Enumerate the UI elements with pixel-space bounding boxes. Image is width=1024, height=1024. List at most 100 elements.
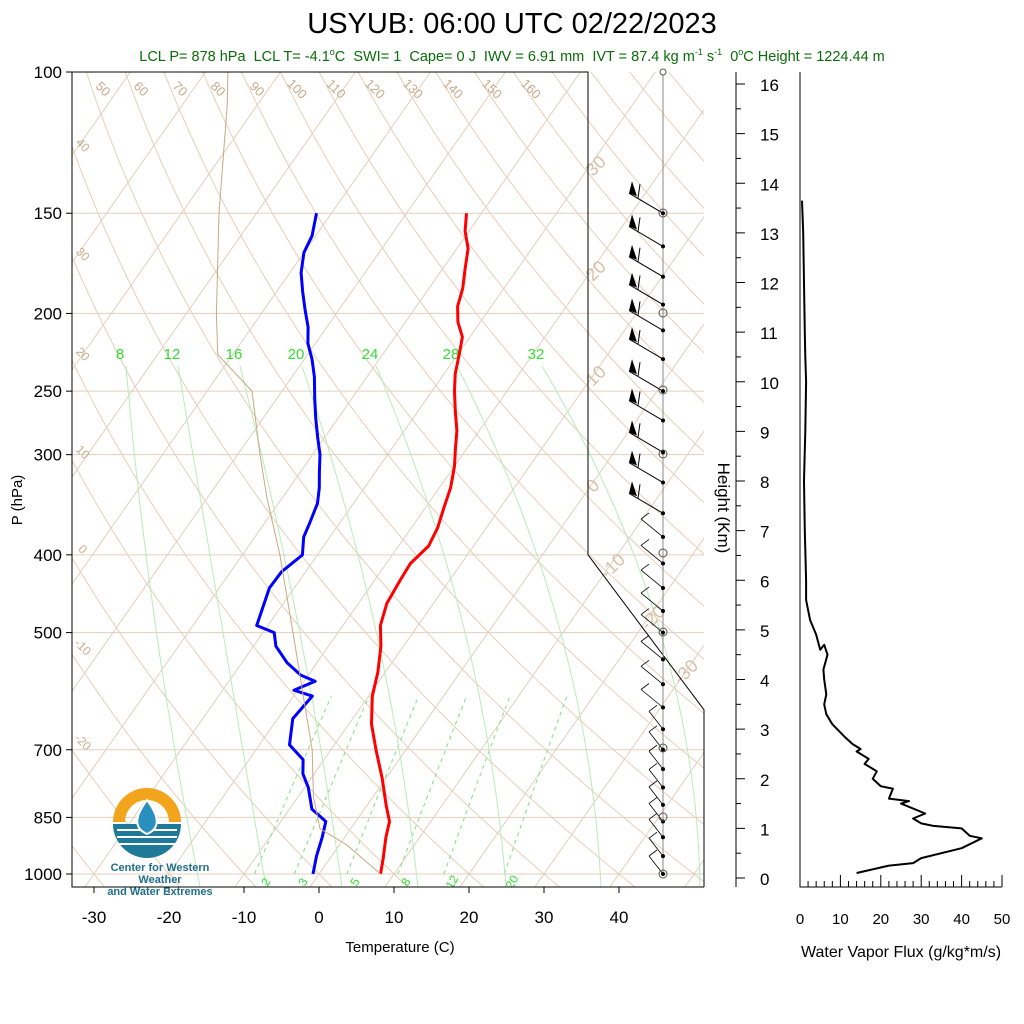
lcl-temperature-unit: C: [334, 48, 346, 65]
wind-barb-feather: [637, 453, 641, 468]
dry-adiabat-line: [124, 72, 704, 826]
wind-level-circle: [658, 548, 668, 558]
wind-dot: [661, 211, 665, 216]
dry-adiabat-label: 80: [208, 78, 229, 99]
height-tick-label: 8: [760, 473, 769, 492]
height-tick-label: 11: [760, 324, 778, 343]
wind-barb-feather: [648, 849, 658, 857]
pressure-tick-label: 500: [34, 624, 62, 643]
height-tick-label: 10: [760, 374, 779, 393]
wind-dot: [661, 854, 665, 859]
wind-barb-feather: [637, 217, 641, 232]
wind-barb-feather: [640, 563, 650, 571]
wind-barb: [648, 711, 664, 730]
wind-barb-feather: [637, 329, 641, 345]
lcl-temperature: LCL T= -4.1: [253, 48, 330, 65]
logo-drop: [136, 798, 158, 836]
height-tick-label: 16: [760, 76, 779, 95]
isotherm-line: [72, 72, 581, 800]
height-tick-label: 2: [760, 771, 769, 790]
wind-dot: [661, 511, 665, 516]
isotherm-line: [384, 430, 704, 887]
wind-barb: [628, 284, 664, 306]
wind-dot: [661, 705, 665, 710]
wind-barb-feather: [637, 484, 641, 499]
dry-adiabat-label: 160: [518, 76, 544, 102]
wind-level-circle: [658, 812, 668, 822]
dry-adiabat-line: [863, 72, 1024, 891]
swi-value: SWI= 1: [353, 48, 402, 65]
dry-adiabat-label: 150: [479, 76, 505, 102]
wind-barb-feather: [648, 797, 658, 804]
height-tick-label: 13: [760, 225, 779, 244]
dry-adiabat-line: [318, 72, 704, 555]
pressure-tick-label: 100: [34, 63, 62, 82]
isotherm-line: [72, 72, 356, 478]
wind-dot: [661, 835, 665, 840]
wind-barb-feather: [637, 362, 641, 377]
isotherm-line: [534, 644, 704, 887]
mixing-ratio-label: 2: [258, 875, 274, 888]
mixing-ratio-line: [293, 695, 370, 875]
wind-barb: [648, 731, 664, 751]
isotherm-line: [72, 72, 206, 264]
mixing-ratio-line: [503, 695, 568, 875]
flux-frame: [799, 72, 1002, 888]
temperature-tick-label: 20: [460, 908, 479, 927]
wind-barb-feather: [640, 635, 650, 642]
wind-level-circle: [658, 743, 668, 753]
dry-adiabat-label: 130: [400, 76, 426, 102]
pressure-tick-label: 250: [34, 382, 62, 401]
height-axis-title: Height (Km): [714, 463, 733, 554]
wind-barb: [648, 750, 664, 770]
dry-adiabat-label: 100: [284, 76, 310, 102]
height-tick-label: 9: [760, 423, 769, 442]
temperature-tick-label: -30: [82, 908, 107, 927]
wind-dot: [661, 389, 665, 394]
dry-adiabat-label: 10: [73, 442, 93, 462]
dry-adiabat-line: [902, 72, 1024, 891]
temperature-tick-label: 10: [385, 908, 404, 927]
dry-adiabat-line: [163, 72, 704, 769]
isotherm-line: [609, 751, 704, 887]
wind-barb: [648, 769, 664, 788]
wind-barb: [640, 665, 664, 685]
moist-adiabat-line: [125, 365, 201, 887]
wind-dot: [661, 872, 665, 876]
isotherm-line: [72, 72, 431, 585]
wind-level-circle: [658, 449, 668, 459]
height-tick-label: 15: [760, 126, 779, 145]
wind-barb: [628, 462, 664, 483]
wind-barb: [628, 256, 664, 278]
dry-adiabat-line: [85, 72, 704, 883]
dry-adiabat-label: -10: [72, 636, 94, 658]
dry-adiabat-line: [72, 359, 485, 887]
dry-adiabat-line: [72, 459, 409, 887]
mixing-ratio-label: 20: [288, 346, 305, 363]
height-tick-label: 4: [760, 672, 769, 691]
chart-title: USYUB: 06:00 UTC 02/22/2023: [307, 8, 717, 40]
wind-level-circle: [658, 869, 668, 879]
wind-level-circle: [658, 627, 668, 637]
pressure-tick-label: 200: [34, 304, 62, 323]
pressure-tick-label: 850: [34, 808, 62, 827]
dry-adiabat-label: 140: [440, 76, 466, 102]
cw3e-logo: Center for Western Weather and Water Ext…: [90, 784, 230, 898]
wind-dot: [661, 450, 665, 455]
wind-barb: [628, 225, 664, 247]
dry-adiabat-line: [824, 72, 1024, 891]
wind-barb-flag: [629, 272, 637, 288]
mixing-ratio-line: [254, 695, 332, 875]
lcl-pressure: LCL P= 878 hPa: [139, 48, 246, 65]
wind-barb: [648, 855, 664, 875]
logo-water: [113, 824, 181, 858]
wind-barb-feather: [648, 763, 658, 770]
mixing-ratio-line: [443, 695, 511, 875]
mixing-ratio-label: 28: [443, 346, 460, 363]
wind-level-circle: [658, 308, 668, 318]
logo-sun-arc: [113, 788, 181, 822]
wind-level-circle: [658, 208, 668, 218]
moist-adiabat-line: [541, 365, 701, 887]
